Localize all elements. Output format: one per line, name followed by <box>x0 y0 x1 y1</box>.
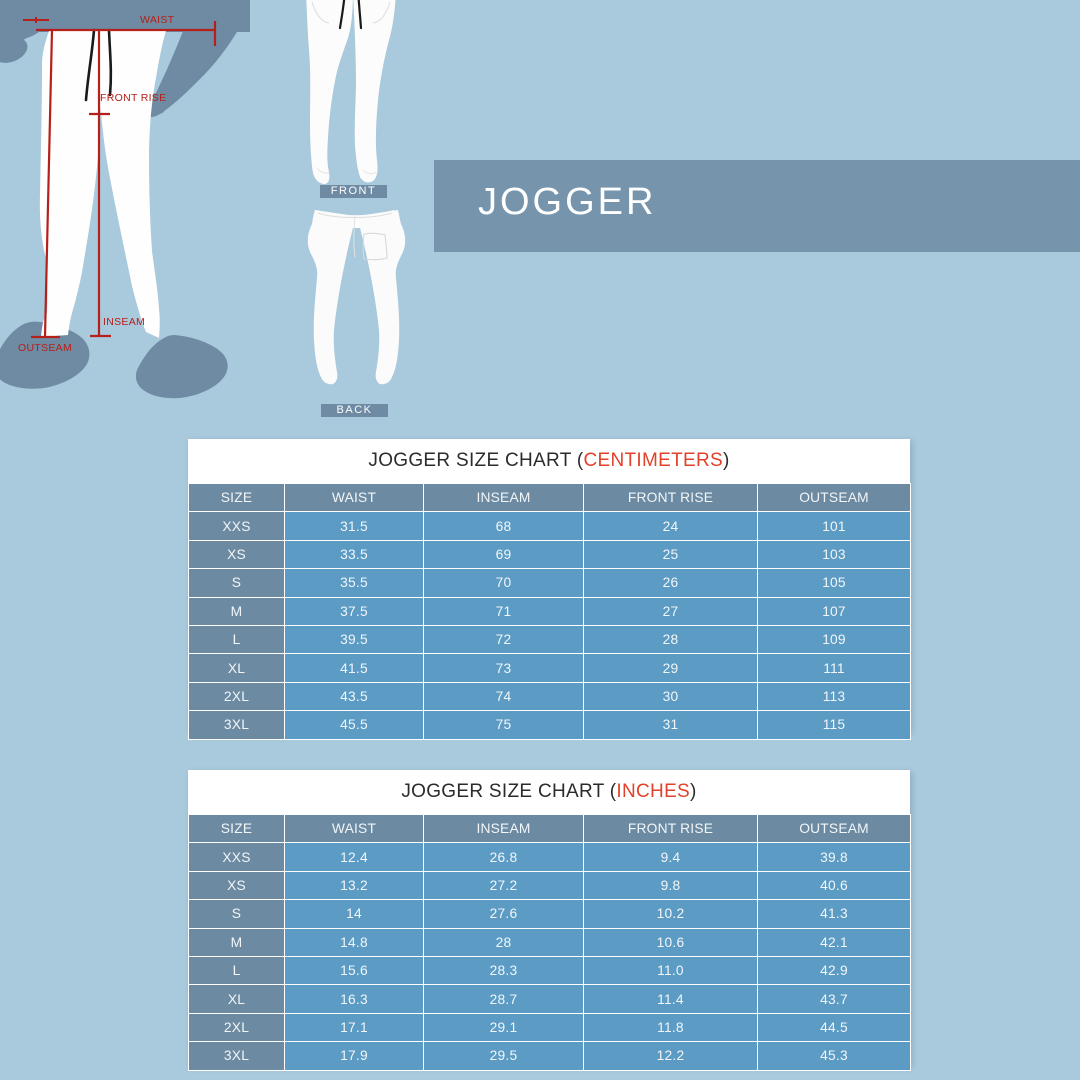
svg-text:OUTSEAM: OUTSEAM <box>18 342 72 354</box>
svg-text:INSEAM: INSEAM <box>103 316 145 328</box>
svg-text:FRONT RISE: FRONT RISE <box>100 92 166 104</box>
svg-text:WAIST: WAIST <box>140 14 175 26</box>
